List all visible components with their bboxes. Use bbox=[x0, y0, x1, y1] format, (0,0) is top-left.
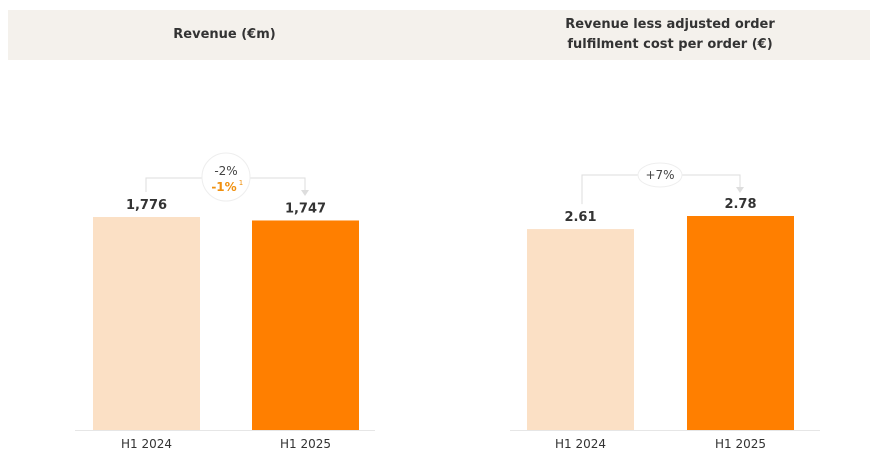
data-label: 2.78 bbox=[724, 197, 756, 212]
data-label: 1,776 bbox=[126, 198, 167, 213]
header-band bbox=[8, 10, 870, 60]
footnote-marker: 1 bbox=[239, 179, 243, 187]
bar-h1-2024 bbox=[93, 217, 200, 430]
data-label: 1,747 bbox=[285, 201, 326, 216]
title-line: Revenue less adjusted order bbox=[565, 17, 775, 32]
data-label: 2.61 bbox=[564, 210, 596, 225]
chart-title-revenue: Revenue (€m) bbox=[173, 27, 276, 42]
change-badge bbox=[201, 152, 251, 202]
bar-h1-2025 bbox=[687, 216, 794, 430]
change-badge bbox=[637, 162, 683, 188]
change-primary: -2% bbox=[214, 164, 237, 178]
bar-h1-2024 bbox=[527, 229, 634, 430]
chart-title-revenue-per-order: Revenue less adjusted order fulfilment c… bbox=[470, 15, 870, 55]
change-primary: +7% bbox=[645, 168, 674, 182]
title-line: fulfilment cost per order (€) bbox=[567, 37, 773, 52]
x-tick-label: H1 2024 bbox=[555, 437, 606, 451]
x-tick-label: H1 2024 bbox=[121, 437, 172, 451]
change-secondary: -1% bbox=[211, 180, 236, 194]
x-tick-label: H1 2025 bbox=[280, 437, 331, 451]
arrow-down-icon bbox=[301, 190, 309, 196]
arrow-down-icon bbox=[736, 187, 744, 193]
bar-h1-2025 bbox=[252, 220, 359, 430]
x-tick-label: H1 2025 bbox=[715, 437, 766, 451]
